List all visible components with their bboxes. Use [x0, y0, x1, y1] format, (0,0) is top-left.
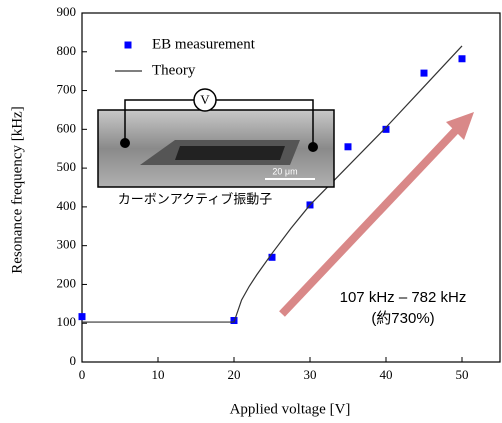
- y-tick-label: 800: [57, 43, 77, 58]
- electrode: [120, 138, 130, 148]
- x-tick-label: 30: [304, 367, 317, 382]
- y-tick-label: 100: [57, 314, 77, 329]
- range-annotation: 107 kHz – 782 kHz: [340, 289, 467, 306]
- y-tick-label: 400: [57, 198, 77, 213]
- electrode: [308, 142, 318, 152]
- data-point: [458, 55, 466, 63]
- data-point: [78, 313, 86, 321]
- arrow-shaft: [279, 125, 461, 317]
- y-tick-label: 700: [57, 82, 77, 97]
- voltmeter: [193, 88, 217, 112]
- y-tick-label: 300: [57, 237, 77, 252]
- legend-label: Theory: [152, 62, 196, 78]
- y-tick-label: 500: [57, 159, 77, 174]
- data-point: [344, 143, 352, 151]
- x-axis-label: Applied voltage [V]: [230, 401, 351, 417]
- arrow-head: [446, 112, 474, 140]
- plot-frame: [81, 12, 501, 363]
- data-point: [420, 69, 428, 77]
- theory-line: [82, 45, 463, 323]
- y-tick-label: 0: [70, 353, 77, 368]
- x-tick-label: 20: [228, 367, 241, 382]
- voltmeter-label: V: [200, 92, 210, 107]
- x-tick-label: 50: [456, 367, 469, 382]
- device-beam: [175, 146, 285, 160]
- inset: 20 μm V カーボンアクティブ振動子: [97, 88, 335, 206]
- legend-label: EB measurement: [152, 36, 256, 52]
- arrow: [279, 112, 474, 317]
- wire: [124, 99, 194, 143]
- scale-label: 20 μm: [272, 166, 297, 176]
- inset-label: カーボンアクティブ振動子: [118, 191, 273, 206]
- y-axis-label: Resonance frequency [kHz]: [9, 106, 25, 273]
- x-tick-label: 0: [79, 367, 86, 382]
- data-point: [268, 253, 276, 261]
- x-tick-label: 10: [152, 367, 165, 382]
- legend-marker: [124, 41, 132, 49]
- y-tick-label: 200: [57, 275, 77, 290]
- y-tick-label: 900: [57, 4, 77, 19]
- data-point: [382, 125, 390, 133]
- wire: [216, 99, 314, 147]
- increase-annotation: (約730%): [371, 310, 434, 327]
- y-tick-label: 600: [57, 120, 77, 135]
- x-tick-label: 40: [380, 367, 393, 382]
